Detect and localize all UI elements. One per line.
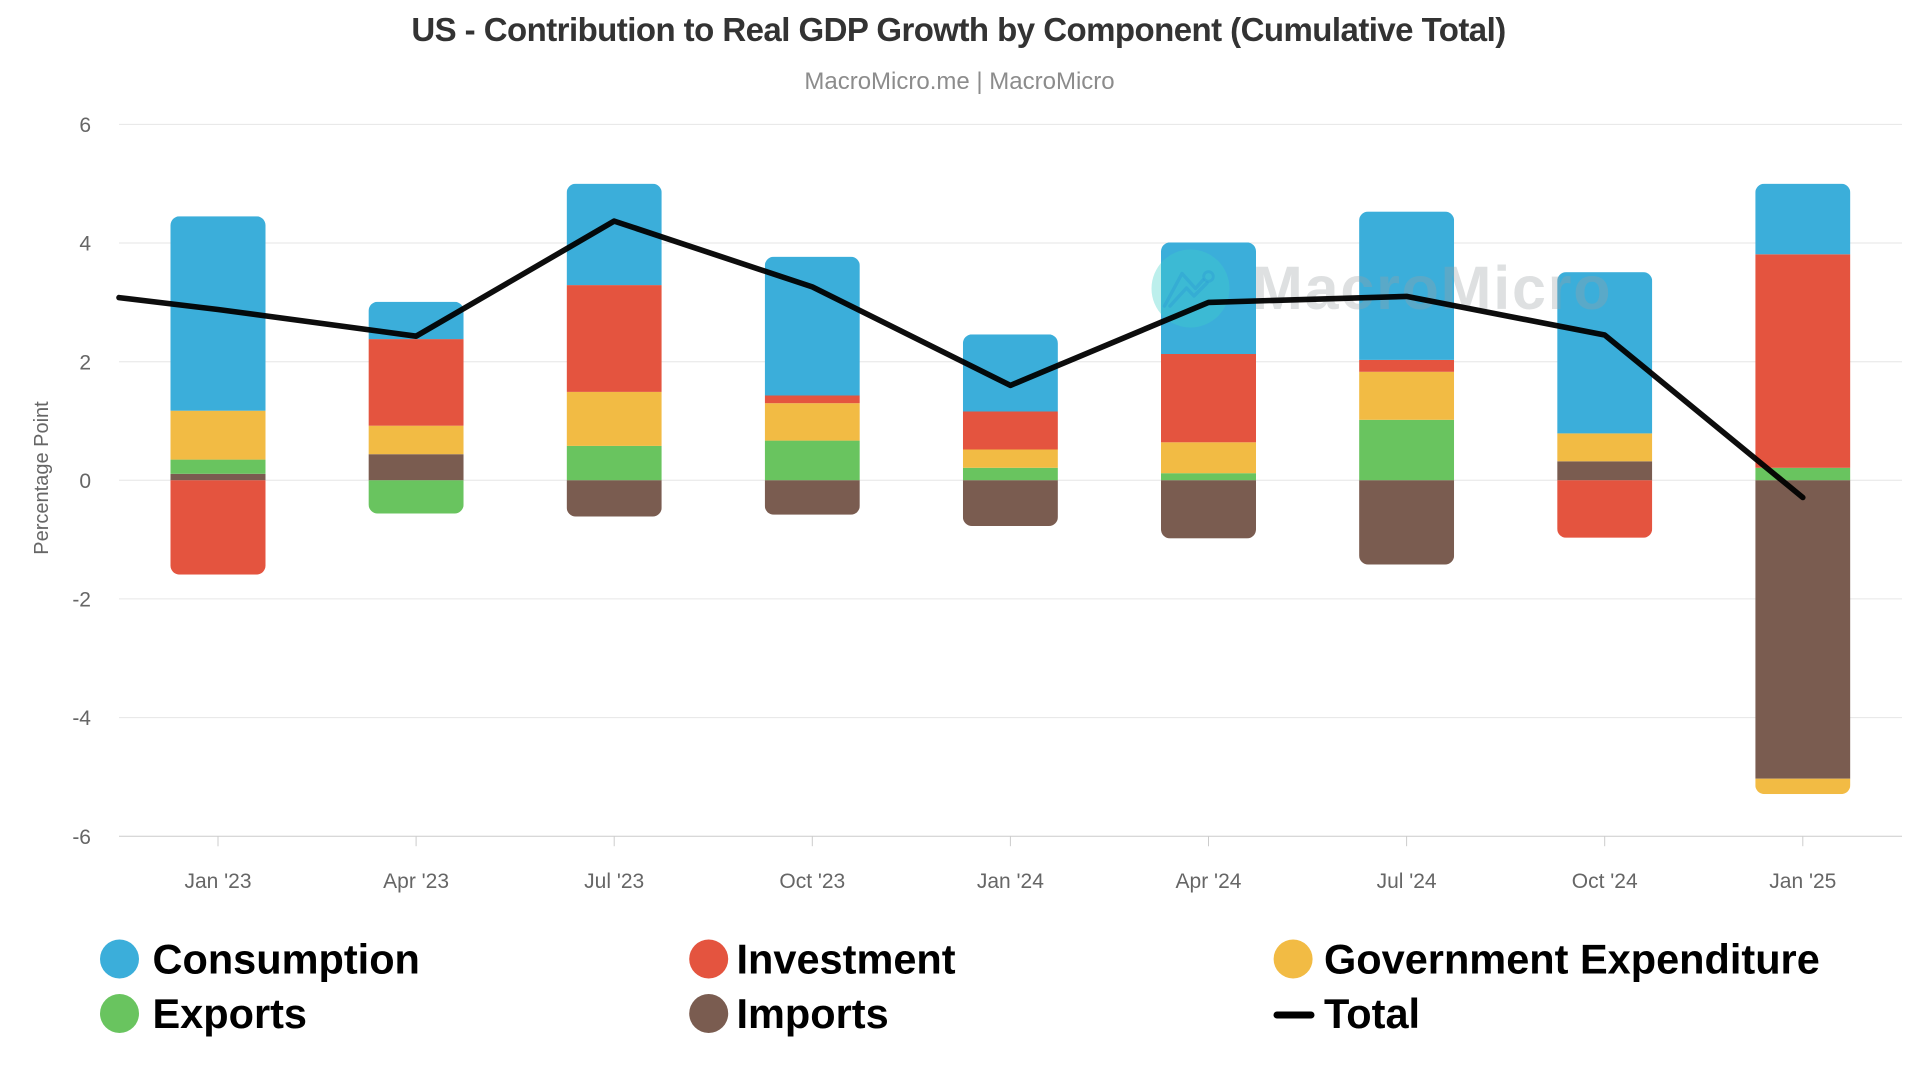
svg-text:Jan '25: Jan '25 — [1769, 870, 1836, 893]
svg-text:Oct '24: Oct '24 — [1572, 870, 1638, 893]
svg-text:Jan '23: Jan '23 — [184, 870, 251, 893]
svg-text:Oct '23: Oct '23 — [779, 870, 845, 893]
svg-text:US - Contribution to Real GDP: US - Contribution to Real GDP Growth by … — [411, 11, 1505, 48]
svg-text:-6: -6 — [72, 826, 91, 849]
svg-text:-4: -4 — [72, 707, 91, 730]
svg-text:Jul '24: Jul '24 — [1377, 870, 1437, 893]
svg-text:Jul '23: Jul '23 — [584, 870, 644, 893]
svg-text:Imports: Imports — [737, 990, 889, 1037]
svg-text:MacroMicro.me | MacroMicro: MacroMicro.me | MacroMicro — [804, 68, 1114, 95]
svg-text:6: 6 — [79, 114, 91, 137]
svg-text:Consumption: Consumption — [153, 936, 420, 983]
svg-text:Total: Total — [1324, 990, 1420, 1037]
svg-text:Apr '23: Apr '23 — [383, 870, 449, 893]
svg-text:Jan '24: Jan '24 — [977, 870, 1044, 893]
svg-text:Government Expenditure: Government Expenditure — [1324, 936, 1820, 983]
svg-text:MacroMicro: MacroMicro — [1252, 254, 1612, 322]
svg-text:Apr '24: Apr '24 — [1176, 870, 1242, 893]
svg-text:2: 2 — [79, 351, 91, 374]
svg-text:Percentage Point: Percentage Point — [31, 401, 53, 555]
svg-text:-2: -2 — [72, 589, 91, 612]
svg-text:4: 4 — [79, 233, 91, 256]
svg-text:Investment: Investment — [737, 936, 956, 983]
svg-text:Exports: Exports — [153, 990, 308, 1037]
svg-text:0: 0 — [79, 470, 91, 493]
